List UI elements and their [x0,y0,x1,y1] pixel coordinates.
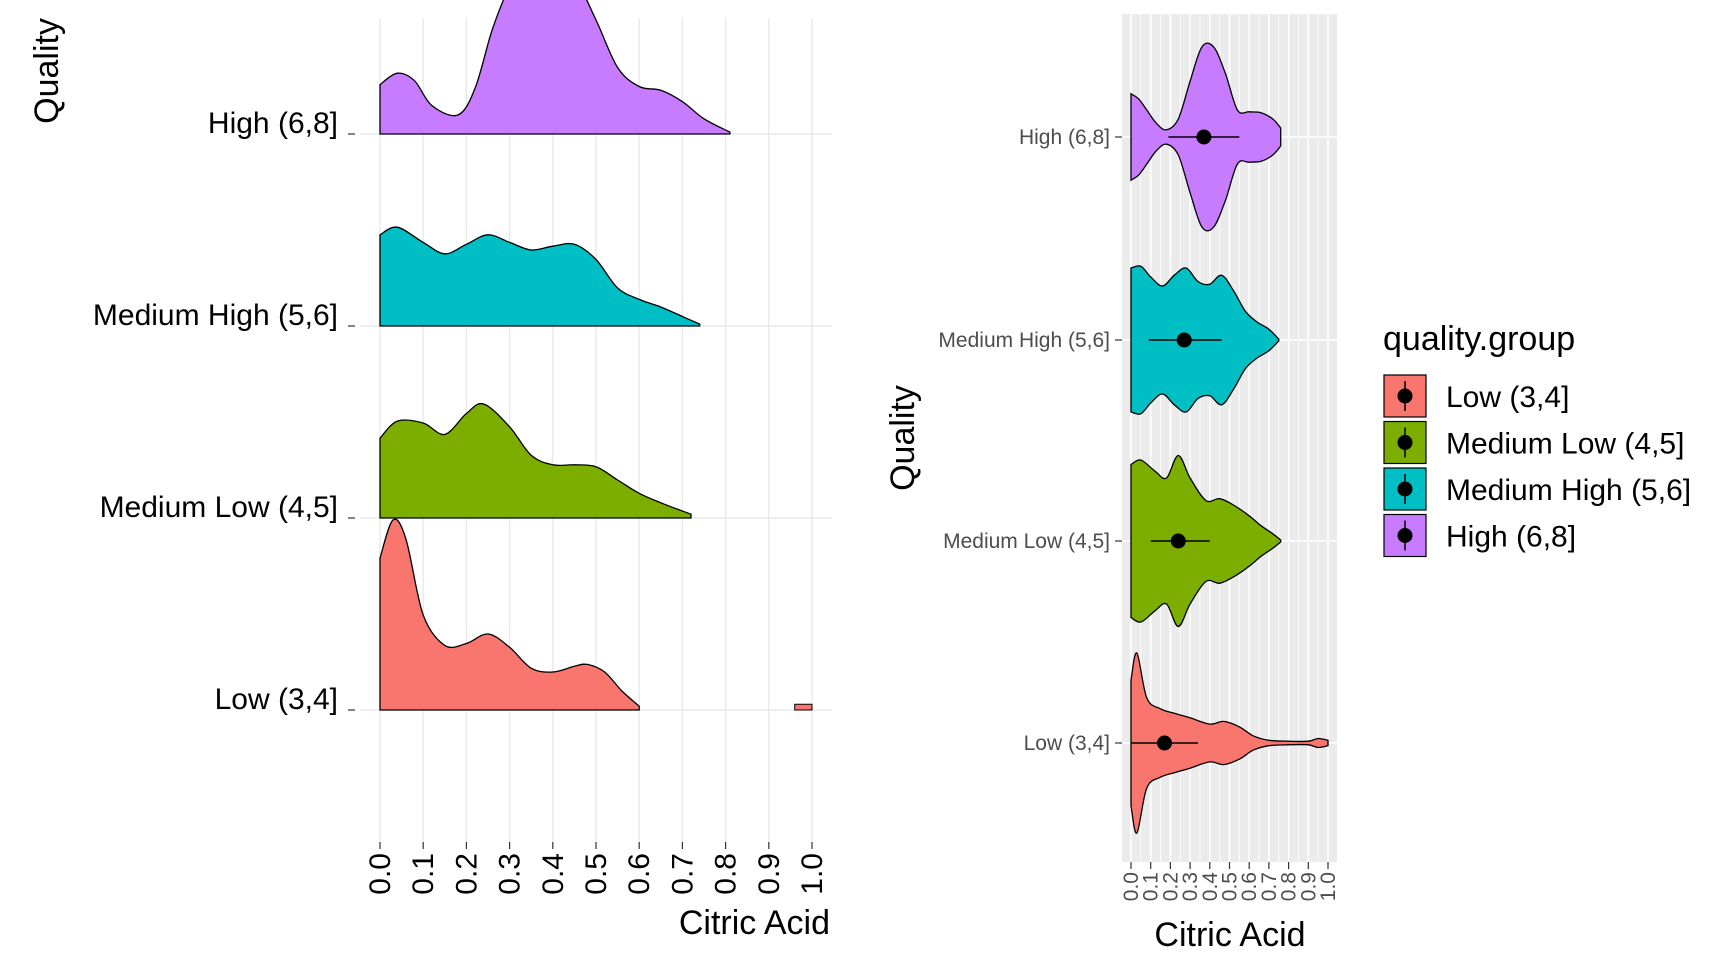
violin-xlabel-4: 0.4 [1199,872,1222,902]
legend-item-3: High (6,8] [1383,513,1576,558]
ridgeline-xlabel-4: 0.4 [537,853,570,895]
ridgeline-y-tick-labels: Low (3,4] Medium Low (4,5] Medium High (5,… [93,107,355,716]
legend-key-point-0 [1397,388,1413,404]
ridgeline-ylabel-1: Medium Low (4,5] [100,491,338,524]
ridgeline-xlabel-2: 0.2 [450,853,483,895]
ridgeline-density-2 [379,226,701,327]
ridgeline-x-axis-title: Citric Acid [679,904,830,942]
violin-mean-point-3 [1196,129,1212,145]
legend: quality.group Low (3,4] Medium Low (4,5] M… [1383,320,1691,558]
violin-ylabel-1: Medium Low (4,5] [943,530,1110,553]
violin-xlabel-6: 0.6 [1238,872,1261,901]
legend-key-point-3 [1397,528,1413,543]
ridgeline-xlabel-7: 0.7 [666,853,699,895]
legend-label-1: Medium Low (4,5] [1446,428,1684,461]
violin-y-tick-labels: Low (3,4] Medium Low (4,5] Medium High (5,… [938,126,1122,755]
ridgeline-xlabel-9: 0.9 [753,853,786,895]
ridgeline-xlabel-8: 0.8 [710,853,743,895]
legend-key-point-2 [1397,481,1413,497]
violin-mean-point-1 [1170,533,1186,549]
violin-chart: Low (3,4] Medium Low (4,5] Medium High (5,… [884,14,1340,954]
ridgeline-xlabel-0: 0.0 [364,853,397,895]
ridgeline-chart: Low (3,4] Medium Low (4,5] Medium High (5,… [28,0,832,942]
violin-xlabel-0: 0.0 [1120,872,1143,901]
legend-title: quality.group [1383,320,1575,358]
violin-mean-point-2 [1176,332,1192,348]
violin-xlabel-9: 0.9 [1297,872,1320,901]
violin-xlabel-5: 0.5 [1219,872,1242,901]
legend-key-point-1 [1397,435,1413,450]
violin-ylabel-0: Low (3,4] [1024,732,1110,755]
violin-xlabel-1: 0.1 [1140,872,1163,901]
ridgeline-ylabel-0: Low (3,4] [215,683,338,716]
violin-xlabel-3: 0.3 [1179,872,1202,901]
ridgeline-ylabel-3: High (6,8] [208,107,338,140]
violin-shapes [1130,42,1329,834]
ridgeline-density-0 [379,518,640,711]
violin-x-axis-title: Citric Acid [1154,916,1305,954]
violin-xlabel-10: 1.0 [1317,872,1340,901]
legend-item-1: Medium Low (4,5] [1383,420,1684,465]
violin-ylabel-3: High (6,8] [1019,126,1110,149]
violin-x-tick-labels: 0.00.10.20.30.40.50.60.70.80.91.0 [1120,862,1340,901]
ridgeline-y-axis-title: Quality [28,18,66,124]
violin-y-axis-title: Quality [884,385,922,491]
ridgeline-density-3 [379,0,731,135]
violin-ylabel-2: Medium High (5,6] [938,329,1110,352]
legend-label-0: Low (3,4] [1446,381,1569,414]
violin-shape-0 [1130,652,1329,834]
ridgeline-x-tick-labels: 0.0 0.1 0.2 0.3 0.4 0.5 0.6 0.7 0.8 0.9 1.0 [364,842,829,895]
ridgeline-density-tail-0 [794,703,813,711]
legend-item-2: Medium High (5,6] [1383,467,1691,511]
violin-xlabel-8: 0.8 [1278,872,1301,901]
violin-xlabel-7: 0.7 [1258,872,1281,901]
legend-items: Low (3,4] Medium Low (4,5] Medium High (5,… [1383,374,1691,558]
violin-xlabel-2: 0.2 [1159,872,1182,901]
ridgeline-xlabel-3: 0.3 [494,853,527,895]
ridgeline-xlabel-1: 0.1 [407,853,440,895]
ridgeline-densities [379,0,813,711]
legend-label-2: Medium High (5,6] [1446,474,1691,507]
legend-label-3: High (6,8] [1446,521,1576,554]
violin-mean-point-0 [1156,735,1172,751]
legend-item-0: Low (3,4] [1383,374,1569,418]
ridgeline-density-1 [379,402,692,519]
ridgeline-xlabel-6: 0.6 [623,853,656,895]
ridgeline-xlabel-10: 1.0 [796,853,829,895]
ridgeline-xlabel-5: 0.5 [580,853,613,895]
ridgeline-ylabel-2: Medium High (5,6] [93,299,338,332]
